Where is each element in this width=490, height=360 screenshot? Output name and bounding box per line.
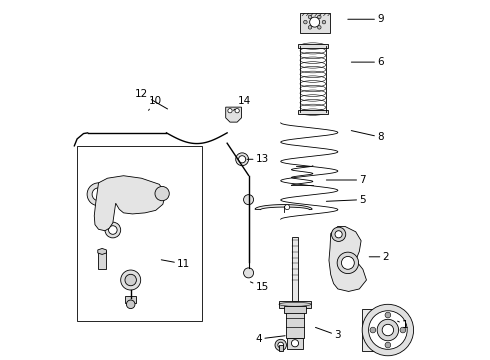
Circle shape <box>308 15 312 19</box>
Polygon shape <box>255 204 312 210</box>
Circle shape <box>368 311 407 349</box>
Circle shape <box>335 231 342 238</box>
Circle shape <box>362 304 414 356</box>
Circle shape <box>125 274 136 286</box>
Circle shape <box>105 222 121 238</box>
Text: 9: 9 <box>348 14 384 24</box>
Bar <box>298 44 327 48</box>
Circle shape <box>304 20 307 24</box>
Bar <box>77 146 202 321</box>
Text: 6: 6 <box>351 57 384 67</box>
Circle shape <box>385 312 391 318</box>
Circle shape <box>236 153 248 166</box>
Circle shape <box>331 227 346 242</box>
Circle shape <box>322 20 326 24</box>
Text: 11: 11 <box>161 259 191 269</box>
Bar <box>287 338 303 348</box>
Text: 4: 4 <box>255 334 285 344</box>
Bar <box>362 309 391 351</box>
Bar <box>287 306 304 338</box>
Circle shape <box>244 268 253 278</box>
Bar <box>279 345 283 351</box>
Bar <box>98 251 106 269</box>
Text: 12: 12 <box>135 89 168 109</box>
Text: 7: 7 <box>326 175 366 185</box>
Circle shape <box>228 109 232 113</box>
Circle shape <box>285 204 290 210</box>
Bar <box>125 296 136 303</box>
Text: 8: 8 <box>351 131 384 142</box>
Bar <box>292 237 298 301</box>
Circle shape <box>400 327 406 333</box>
Bar <box>284 306 306 313</box>
Circle shape <box>109 226 117 234</box>
Circle shape <box>239 156 245 163</box>
Circle shape <box>275 339 287 351</box>
Circle shape <box>318 15 321 19</box>
Circle shape <box>310 17 319 27</box>
Text: 2: 2 <box>369 252 389 262</box>
Circle shape <box>308 26 312 29</box>
Circle shape <box>382 324 393 336</box>
Text: 3: 3 <box>316 327 341 341</box>
Circle shape <box>385 342 391 348</box>
Circle shape <box>92 188 105 201</box>
Circle shape <box>244 195 253 204</box>
Circle shape <box>342 256 354 269</box>
Bar <box>300 13 330 33</box>
Polygon shape <box>94 176 166 231</box>
Polygon shape <box>329 226 367 292</box>
Circle shape <box>235 109 239 113</box>
Text: 15: 15 <box>250 282 269 292</box>
Circle shape <box>87 183 110 206</box>
Polygon shape <box>226 107 242 122</box>
Circle shape <box>292 340 298 347</box>
Text: 10: 10 <box>148 96 162 111</box>
Circle shape <box>126 300 135 309</box>
Text: 1: 1 <box>397 320 409 330</box>
Circle shape <box>278 342 284 348</box>
Circle shape <box>318 26 321 29</box>
Circle shape <box>377 319 398 341</box>
Circle shape <box>121 270 141 290</box>
Text: 5: 5 <box>326 195 366 204</box>
Circle shape <box>370 327 376 333</box>
Polygon shape <box>98 248 106 255</box>
Bar <box>279 301 311 307</box>
Circle shape <box>337 252 359 274</box>
Bar <box>298 110 327 114</box>
Text: 14: 14 <box>234 96 251 111</box>
Text: 13: 13 <box>247 154 269 164</box>
Circle shape <box>155 186 169 201</box>
